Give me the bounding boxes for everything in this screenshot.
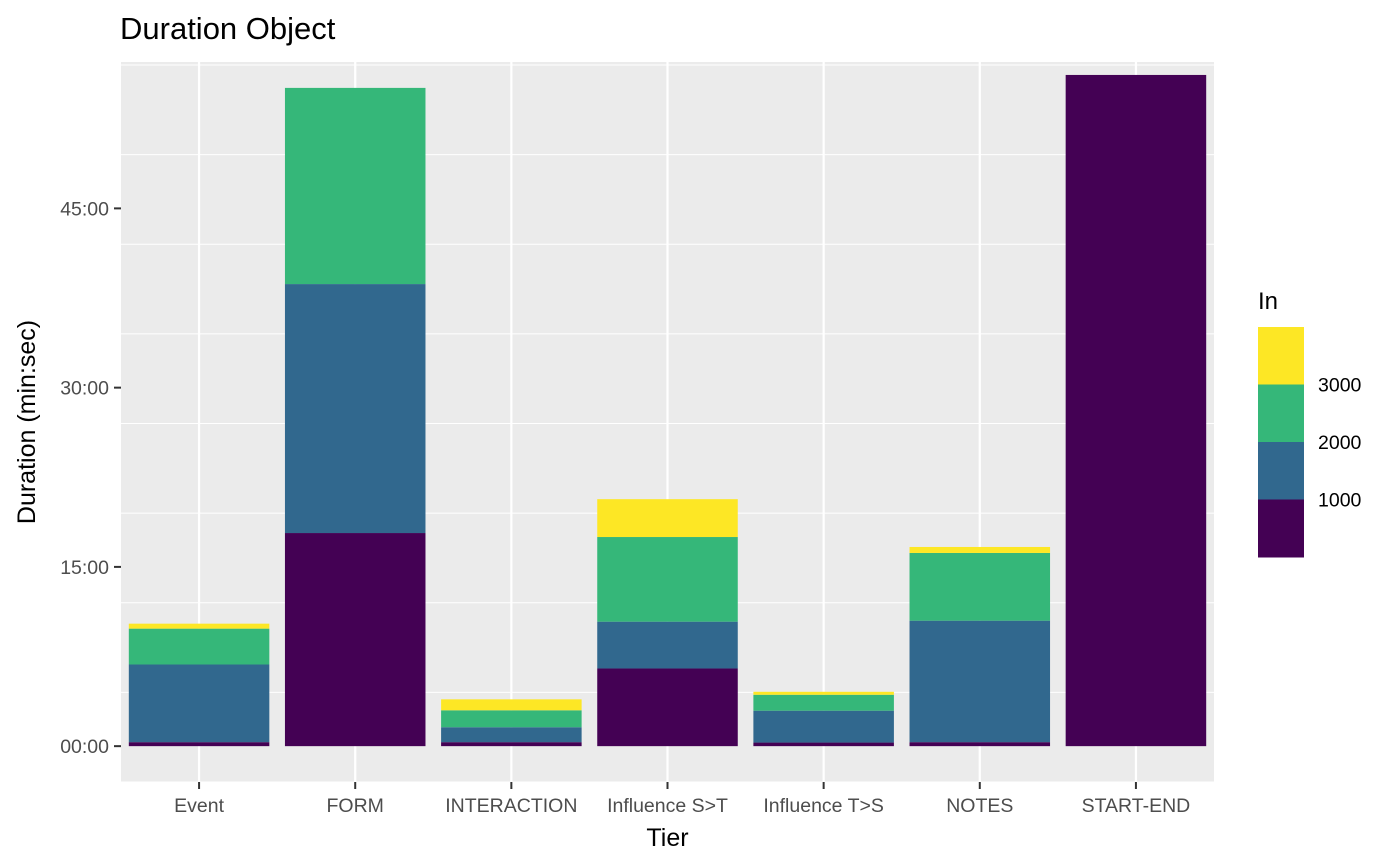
- x-tick-label: FORM: [327, 795, 384, 817]
- legend-keys: 1000 2000 3000: [1258, 327, 1362, 558]
- bar-stack: [441, 699, 582, 747]
- bar-segment: [597, 621, 738, 669]
- bar-segment: [597, 537, 738, 622]
- bar-segment: [909, 742, 1051, 747]
- bar-stack: [597, 499, 738, 747]
- legend-key: [1258, 384, 1304, 443]
- bar-segment: [284, 533, 426, 747]
- x-tick-label: NOTES: [946, 795, 1013, 817]
- bar-segment: [128, 742, 270, 747]
- bar-segment: [753, 694, 894, 711]
- bar-segment: [1065, 74, 1207, 747]
- bar-stack: [753, 691, 894, 747]
- y-tick-label: 45:00: [60, 198, 109, 220]
- bar-segment: [909, 552, 1051, 621]
- bar-segment: [284, 87, 426, 285]
- y-tick-label: 15:00: [60, 557, 109, 579]
- bar-segment: [441, 699, 582, 711]
- x-tick-label: INTERACTION: [445, 795, 577, 817]
- bar-segment: [597, 668, 738, 747]
- bar-stack: [909, 546, 1051, 747]
- legend-label: 1000: [1318, 490, 1362, 512]
- bar-segment: [753, 742, 894, 747]
- bars: [128, 74, 1207, 747]
- bar-segment: [284, 284, 426, 534]
- y-axis: 00:00 15:00 30:00 45:00: [60, 198, 121, 758]
- legend-label: 3000: [1318, 375, 1362, 397]
- bar-stack: [128, 623, 270, 747]
- bar-segment: [597, 499, 738, 538]
- legend-key: [1258, 327, 1304, 385]
- legend-key: [1258, 442, 1304, 500]
- bar-stack: [1065, 74, 1207, 747]
- bar-segment: [441, 727, 582, 743]
- bar-segment: [128, 664, 270, 743]
- bar-segment: [753, 691, 894, 695]
- legend-key: [1258, 499, 1304, 558]
- legend: In 1000 2000 3000: [1258, 288, 1362, 558]
- y-tick-label: 30:00: [60, 378, 109, 400]
- bar-segment: [753, 710, 894, 743]
- bar-stack: [284, 87, 426, 747]
- x-tick-label: Influence S>T: [607, 795, 728, 817]
- bar-segment: [909, 546, 1051, 553]
- bar-segment: [128, 628, 270, 665]
- x-tick-label: Influence T>S: [763, 795, 884, 817]
- x-tick-label: Event: [174, 795, 224, 817]
- y-axis-title: Duration (min:sec): [13, 320, 41, 524]
- y-tick-label: 00:00: [60, 736, 109, 758]
- bar-segment: [441, 742, 582, 747]
- x-tick-label: START-END: [1082, 795, 1191, 817]
- bar-segment: [128, 623, 270, 629]
- legend-label: 2000: [1318, 432, 1362, 454]
- legend-title: In: [1258, 288, 1278, 315]
- chart-title: Duration Object: [120, 11, 336, 46]
- bar-segment: [909, 620, 1051, 743]
- x-axis: Event FORM INTERACTION Influence S>T Influen…: [174, 782, 1190, 817]
- x-axis-title: Tier: [646, 824, 688, 852]
- bar-segment: [441, 710, 582, 728]
